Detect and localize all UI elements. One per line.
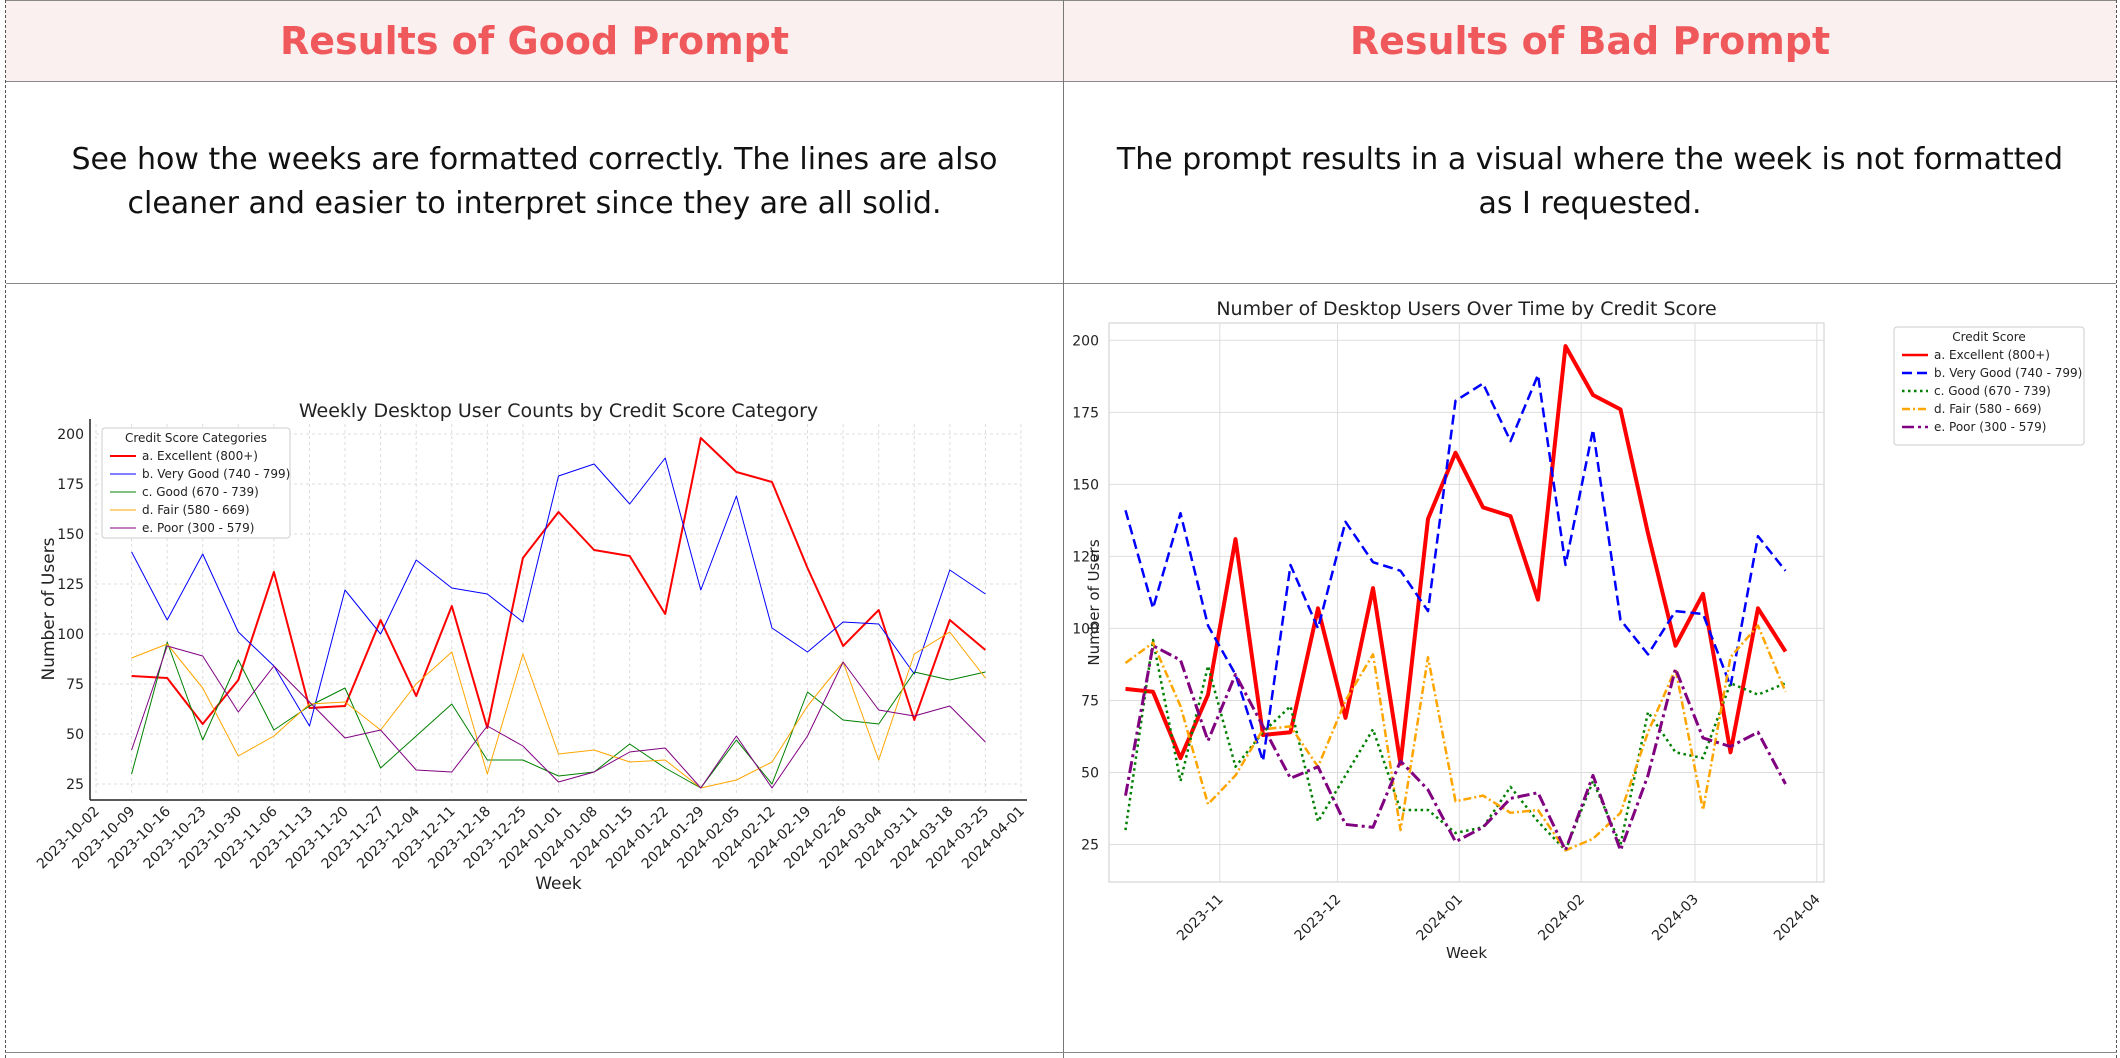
y-tick-label: 75: [66, 677, 84, 693]
legend-entry: b. Very Good (740 - 799): [142, 467, 290, 481]
legend-entry: c. Good (670 - 739): [142, 485, 259, 499]
legend-entry: d. Fair (580 - 669): [142, 503, 250, 517]
x-tick-label: 2023-11: [1174, 892, 1227, 945]
bad-prompt-heading: Results of Bad Prompt: [1349, 19, 1831, 63]
y-tick-label: 125: [57, 577, 84, 593]
bad-prompt-chart-cell: 25 50 75 100 125 150 175 200 2023-11 2023-12 2024-…: [1064, 284, 2116, 1058]
good-prompt-header: Results of Good Prompt: [6, 0, 1063, 82]
legend: Credit Score Categories a. Excellent (800…: [101, 427, 291, 539]
x-tick-label: 2024-02: [1535, 892, 1588, 945]
legend-entry: d. Fair (580 - 669): [1934, 402, 2042, 416]
legend-entry: a. Excellent (800+): [1934, 348, 2050, 362]
y-tick-label: 175: [57, 477, 84, 493]
y-tick-label: 50: [1081, 766, 1099, 782]
legend-entry: c. Good (670 - 739): [1934, 384, 2051, 398]
bad-prompt-chart: 25 50 75 100 125 150 175 200 2023-11 2023-12 2024-…: [1072, 298, 2085, 962]
y-tick-label: 150: [57, 527, 84, 543]
legend-entry: e. Poor (300 - 579): [142, 521, 254, 535]
good-prompt-heading: Results of Good Prompt: [279, 19, 790, 63]
x-tick-label: 2024-03: [1649, 892, 1702, 945]
bottom-border: [5, 1052, 2117, 1053]
good-prompt-description: See how the weeks are formatted correctl…: [71, 142, 998, 221]
legend-entry: b. Very Good (740 - 799): [1934, 366, 2082, 380]
y-tick-label: 25: [1081, 838, 1099, 854]
good-prompt-description-cell: See how the weeks are formatted correctl…: [6, 81, 1063, 284]
x-axis-label: Week: [1446, 944, 1487, 962]
y-tick-label: 50: [66, 727, 84, 743]
bad-prompt-column: Results of Bad Prompt The prompt results…: [1063, 0, 2117, 1058]
series-line-5: [131, 645, 986, 789]
chart-title: Weekly Desktop User Counts by Credit Sco…: [299, 400, 818, 422]
x-tick-label: 2024-04: [1771, 891, 1824, 944]
y-axis-label: Number of Users: [1085, 539, 1103, 665]
bad-prompt-description-cell: The prompt results in a visual where the…: [1064, 81, 2116, 284]
series-line-1: [131, 437, 987, 729]
y-tick-label: 100: [57, 627, 84, 643]
y-axis-label: Number of Users: [39, 537, 59, 680]
x-tick-label: 2023-12: [1292, 892, 1345, 945]
y-tick-label: 200: [57, 427, 84, 443]
series-line-2: [1124, 373, 1787, 763]
good-prompt-chart-cell: 25 50 75 100 125 150 175 200 2023-10-02 2023-10-0…: [6, 284, 1063, 1058]
good-prompt-column: Results of Good Prompt See how the weeks…: [5, 0, 1063, 1058]
legend-box: [101, 427, 291, 539]
y-tick-label: 100: [1072, 621, 1099, 637]
legend-entry: a. Excellent (800+): [142, 449, 258, 463]
x-tick-label: 2024-01: [1413, 892, 1466, 945]
series-line-3: [131, 641, 986, 789]
y-tick-label: 125: [1072, 549, 1099, 565]
legend-title: Credit Score Categories: [125, 431, 267, 445]
legend: Credit Score a. Excellent (800+) b. Very G…: [1893, 326, 2085, 446]
chart-title: Number of Desktop Users Over Time by Cre…: [1216, 298, 1716, 320]
legend-entry: e. Poor (300 - 579): [1934, 420, 2046, 434]
bad-prompt-header: Results of Bad Prompt: [1064, 0, 2116, 82]
series-line-4: [131, 631, 986, 789]
series-line-5: [1124, 644, 1787, 852]
y-tick-label: 200: [1072, 333, 1099, 349]
y-tick-label: 150: [1072, 477, 1099, 493]
legend-box: [1893, 326, 2085, 446]
y-tick-label: 175: [1072, 405, 1099, 421]
series-line-4: [1124, 624, 1787, 852]
plot-frame: [1108, 322, 1825, 883]
y-tick-label: 25: [66, 777, 84, 793]
x-axis-label: Week: [535, 874, 582, 894]
y-tick-label: 75: [1081, 693, 1099, 709]
good-prompt-chart: 2550751001251501752002023-10-022023-10-0…: [34, 400, 1028, 894]
series-line-3: [1124, 638, 1786, 852]
series-line-1: [1125, 344, 1788, 766]
bad-prompt-description: The prompt results in a visual where the…: [1116, 142, 2064, 221]
legend-title: Credit Score: [1952, 330, 2026, 344]
